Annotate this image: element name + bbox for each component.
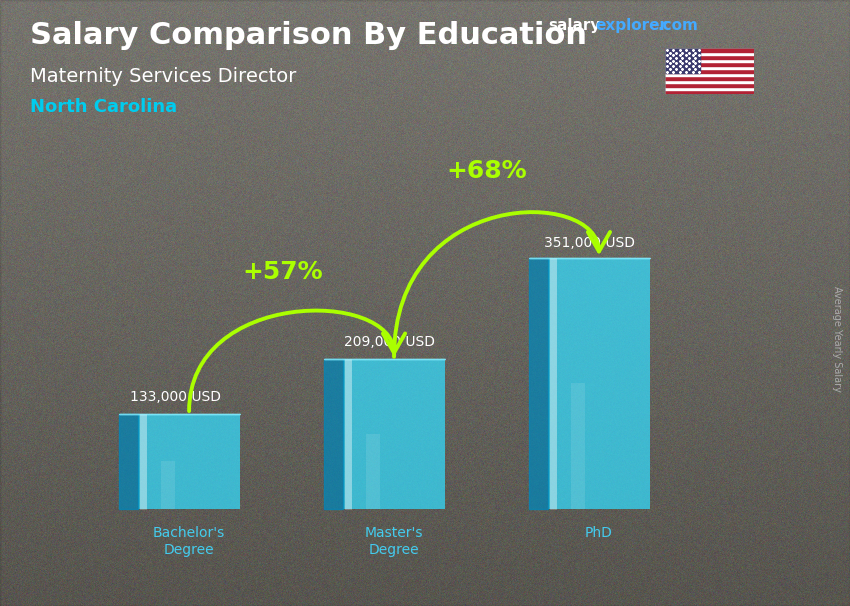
Bar: [665, 76, 754, 80]
Text: +57%: +57%: [242, 260, 322, 284]
Bar: [162, 461, 175, 508]
FancyArrowPatch shape: [394, 212, 610, 357]
Bar: [665, 48, 700, 73]
Bar: [665, 66, 754, 70]
Text: North Carolina: North Carolina: [30, 98, 177, 116]
Bar: [571, 383, 585, 508]
Bar: [665, 84, 754, 87]
Bar: [665, 80, 754, 84]
Text: 209,000 USD: 209,000 USD: [344, 335, 435, 349]
Text: 351,000 USD: 351,000 USD: [544, 236, 635, 250]
Text: .com: .com: [658, 18, 699, 33]
Text: salary: salary: [548, 18, 601, 33]
Bar: [665, 70, 754, 73]
Bar: [547, 258, 650, 508]
Bar: [665, 56, 754, 59]
Bar: [138, 414, 241, 508]
Polygon shape: [119, 414, 138, 508]
Text: Average Yearly Salary: Average Yearly Salary: [831, 287, 842, 392]
Text: 133,000 USD: 133,000 USD: [129, 390, 221, 404]
Text: +68%: +68%: [447, 159, 528, 182]
Polygon shape: [324, 359, 343, 508]
Bar: [665, 48, 754, 52]
Text: Salary Comparison By Education: Salary Comparison By Education: [30, 21, 586, 50]
Bar: [665, 73, 754, 76]
Bar: [665, 87, 754, 90]
FancyArrowPatch shape: [189, 311, 405, 411]
Bar: [665, 90, 754, 94]
Text: PhD: PhD: [585, 526, 613, 540]
Bar: [366, 434, 380, 508]
Bar: [343, 359, 445, 508]
Polygon shape: [529, 258, 547, 508]
Text: Bachelor's
Degree: Bachelor's Degree: [153, 526, 225, 558]
Bar: [665, 62, 754, 66]
Bar: [665, 52, 754, 56]
Text: Maternity Services Director: Maternity Services Director: [30, 67, 296, 85]
Bar: [665, 59, 754, 62]
Text: explorer: explorer: [595, 18, 667, 33]
Text: Master's
Degree: Master's Degree: [365, 526, 423, 558]
